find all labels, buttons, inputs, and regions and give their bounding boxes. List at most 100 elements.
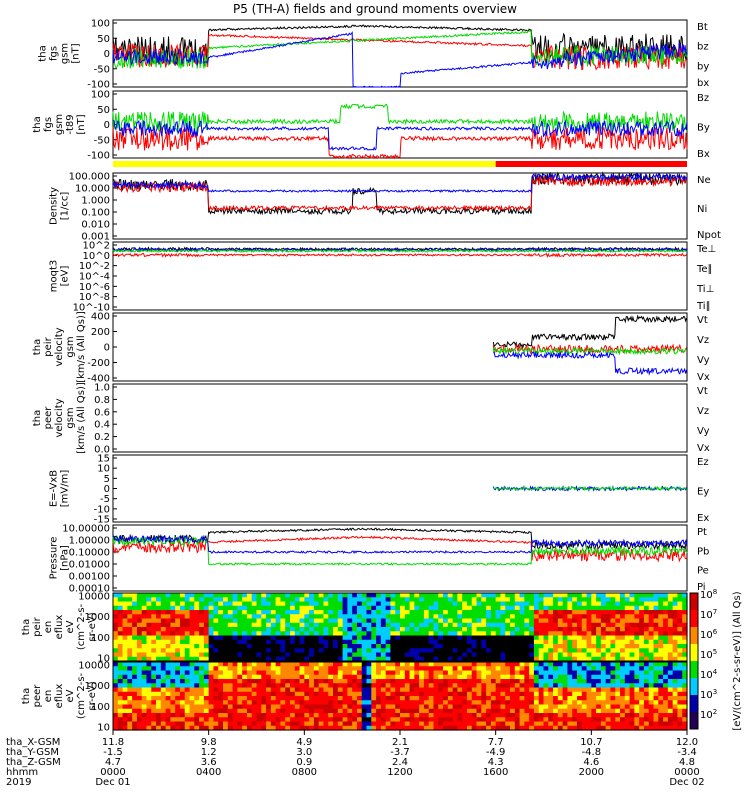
spectrogram-cell: [285, 605, 291, 611]
spectrogram-cell: [266, 674, 272, 680]
spectrogram-cell: [615, 662, 621, 667]
spectrogram-cell: [313, 622, 320, 628]
spectrogram-cell: [486, 648, 492, 654]
spectrogram-cell: [170, 618, 176, 624]
spectrogram-cell: [428, 618, 435, 624]
spectrogram-cell: [213, 687, 219, 693]
spectrogram-cell: [356, 666, 363, 672]
spectrogram-cell: [203, 708, 210, 714]
spectrogram-cell: [567, 610, 573, 615]
spectrogram-cell: [356, 683, 363, 689]
spectrogram-cell: [667, 708, 674, 714]
spectrogram-cell: [624, 683, 631, 689]
spectrogram-cell: [371, 666, 377, 672]
spectrogram-cell: [648, 652, 655, 658]
spectrogram-cell: [246, 713, 253, 718]
spectrogram-cell: [433, 593, 439, 598]
spectrogram-cell: [232, 648, 238, 654]
spectrogram-cell: [366, 635, 372, 641]
spectrogram-cell: [476, 605, 482, 611]
spectrogram-cell: [510, 627, 516, 632]
spectrogram-cell: [462, 601, 468, 607]
spectrogram-cell: [438, 614, 444, 620]
spectrogram-cell: [639, 691, 645, 697]
spectrogram-cell: [251, 691, 258, 697]
spectrogram-cell: [667, 652, 674, 658]
spectrogram-cell: [620, 670, 626, 676]
spectrogram-cell: [524, 700, 530, 706]
spectrogram-cell: [514, 700, 521, 706]
spectrogram-cell: [505, 618, 511, 624]
spectrogram-cell: [567, 708, 573, 714]
spectrogram-cell: [452, 717, 458, 723]
spectrogram-cell: [313, 648, 320, 654]
spectrogram-cell: [400, 717, 406, 723]
spectrogram-cell: [141, 696, 148, 701]
spectrogram-cell: [443, 635, 449, 641]
spectrogram-cell: [486, 696, 492, 701]
spectrogram-cell: [151, 614, 157, 620]
spectrogram-cell: [213, 713, 219, 718]
spectrogram-cell: [639, 593, 645, 598]
x-axis-row-label: hhmm: [6, 767, 38, 778]
spectrogram-cell: [117, 656, 124, 662]
spectrogram-cell: [218, 631, 224, 637]
spectrogram-cell: [500, 691, 506, 697]
spectrogram-cell: [184, 652, 191, 658]
spectrogram-cell: [648, 644, 655, 649]
spectrogram-cell: [251, 597, 258, 603]
spectrogram-cell: [323, 639, 329, 645]
colorbar-tick-label: 108: [700, 588, 717, 601]
spectrogram-cell: [318, 622, 325, 628]
spectrogram-cell: [113, 662, 119, 667]
spectrogram-cell: [323, 696, 329, 701]
spectrogram-cell: [299, 652, 305, 658]
spectrogram-cell: [371, 648, 377, 654]
spectrogram-cell: [476, 601, 482, 607]
spectrogram-cell: [624, 704, 631, 710]
spectrogram-cell: [227, 679, 234, 684]
spectrogram-cell: [663, 614, 669, 620]
spectrogram-cell: [213, 605, 219, 611]
spectrogram-cell: [294, 725, 301, 731]
spectrogram-cell: [179, 652, 186, 658]
spectrogram-cell: [227, 683, 234, 689]
spectrogram-cell: [500, 687, 506, 693]
spectrogram-cell: [132, 601, 138, 607]
spectrogram-cell: [199, 601, 205, 607]
spectrogram-cell: [438, 635, 444, 641]
spectrogram-cell: [404, 696, 411, 701]
spectrogram-cell: [194, 618, 200, 624]
spectrogram-cell: [605, 721, 612, 727]
spectrogram-cell: [361, 648, 368, 654]
spectrogram-cell: [653, 648, 659, 654]
spectrogram-cell: [280, 708, 286, 714]
spectrogram-cell: [261, 593, 267, 598]
spectrogram-cell: [524, 691, 530, 697]
spectrogram-cell: [275, 631, 282, 637]
spectrogram-cell: [256, 700, 262, 706]
spectrogram-cell: [246, 708, 253, 714]
x-axis-date-start: Dec 01: [95, 777, 130, 788]
spectrogram-cell: [466, 662, 473, 667]
spectrogram-cell: [414, 597, 420, 603]
spectrogram-cell: [514, 696, 521, 701]
spectrogram-cell: [223, 597, 229, 603]
spectrogram-cell: [400, 631, 406, 637]
spectrogram-cell: [428, 644, 435, 649]
spectrogram-cell: [179, 662, 186, 667]
spectrogram-cell: [132, 610, 138, 615]
spectrogram-cell: [423, 644, 430, 649]
spectrogram-cell: [270, 704, 277, 710]
spectrogram-cell: [184, 631, 191, 637]
spectrogram-cell: [462, 627, 468, 632]
spectrogram-cell: [232, 696, 238, 701]
spectrogram-cell: [165, 648, 171, 654]
spectrogram-cell: [304, 631, 310, 637]
spectrogram-cell: [179, 683, 186, 689]
spectrogram-cell: [567, 704, 573, 710]
spectrogram-cell: [414, 635, 420, 641]
spectrogram-cell: [510, 605, 516, 611]
spectrogram-cell: [639, 666, 645, 672]
spectrogram-cell: [356, 639, 363, 645]
